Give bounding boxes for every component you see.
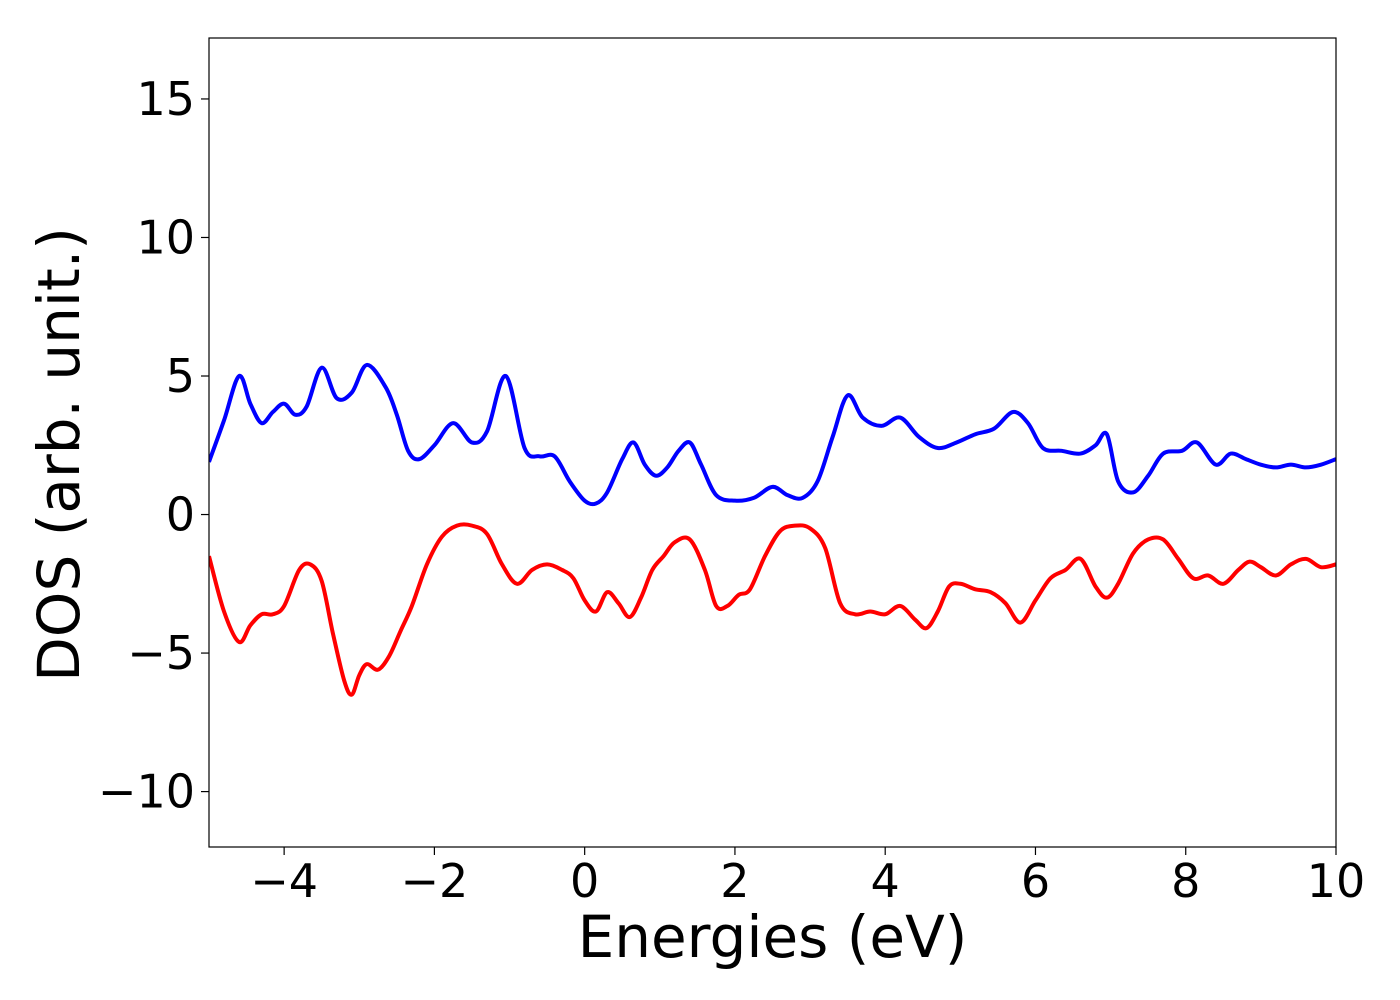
blue-dos-line	[209, 362, 1336, 507]
x-tick-label: 2	[720, 854, 749, 908]
x-tick-label: −4	[250, 854, 318, 908]
x-tick-label: 0	[570, 854, 599, 908]
x-tick-label: −2	[400, 854, 468, 908]
x-axis-ticks: −4 −2 0 2 4 6 8 10	[250, 847, 1365, 908]
x-tick-label: 4	[871, 854, 900, 908]
y-tick-label: 15	[136, 72, 195, 126]
series-layer	[209, 362, 1336, 697]
y-tick-label: 0	[166, 488, 195, 542]
y-tick-label: 5	[166, 349, 195, 403]
x-tick-label: 8	[1171, 854, 1200, 908]
red-dos-line	[209, 522, 1336, 697]
plot-frame	[208, 37, 1337, 848]
x-axis-label: Energies (eV)	[578, 903, 968, 971]
y-tick-label: 10	[136, 210, 195, 264]
x-tick-label: 10	[1307, 854, 1366, 908]
y-axis-label: DOS (arb. unit.)	[25, 227, 93, 682]
y-axis-ticks: −10 −5 0 5 10 15	[98, 72, 209, 819]
y-tick-label: −5	[127, 626, 195, 680]
x-tick-label: 6	[1021, 854, 1050, 908]
y-tick-label: −10	[98, 765, 195, 819]
